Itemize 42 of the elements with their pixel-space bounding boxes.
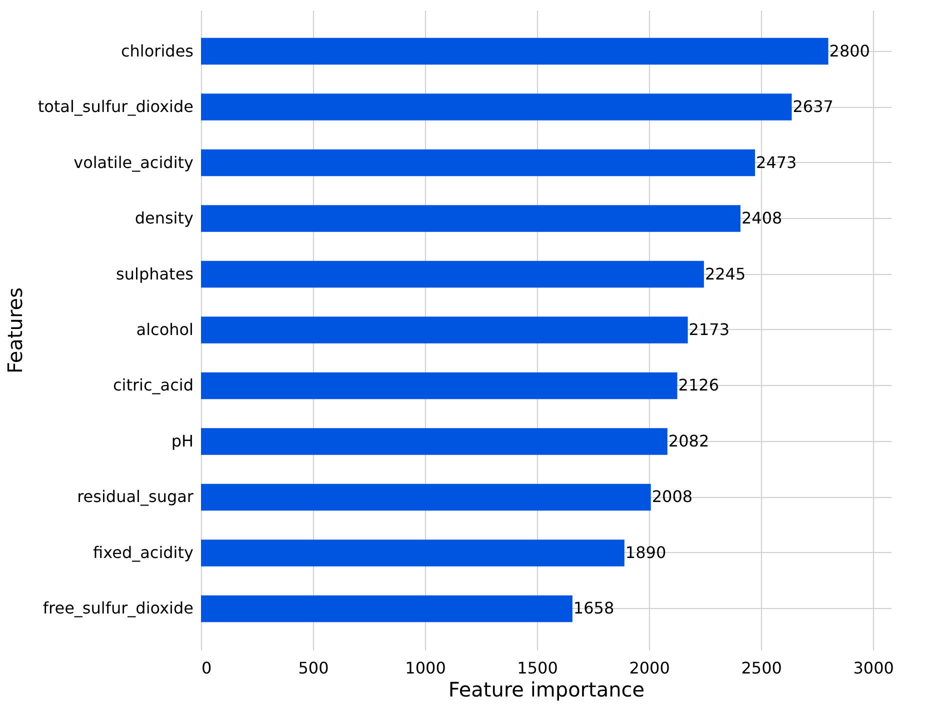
x-tick-label: 0 (202, 658, 212, 678)
y-tick-label: fixed_acidity (93, 542, 194, 562)
bar (201, 595, 572, 622)
bar (201, 428, 668, 455)
x-tick-label: 3000 (853, 658, 894, 678)
data-label: 2173 (688, 320, 730, 339)
data-label: 1890 (625, 542, 666, 562)
y-tick-label: sulphates (116, 264, 194, 284)
y-tick-label: density (134, 208, 194, 228)
bar (201, 149, 756, 176)
x-tick-label: 2500 (741, 658, 782, 678)
bar (201, 94, 792, 120)
bar (201, 484, 651, 511)
x-axis-title: Feature importance (448, 678, 645, 702)
bar (201, 372, 678, 400)
y-tick-label: citric_acid (112, 376, 194, 395)
data-label: 2473 (756, 152, 797, 172)
data-label: 2082 (668, 432, 710, 450)
y-tick-label: chlorides (120, 41, 194, 60)
bar (201, 205, 740, 232)
y-tick-label: total_sulfur_dioxide (38, 97, 194, 116)
y-tick-label: volatile_acidity (74, 152, 194, 172)
x-tick-label: 1500 (517, 658, 558, 678)
data-label: 2008 (652, 487, 693, 506)
bar (201, 260, 704, 288)
bar (201, 540, 624, 566)
data-label: 2126 (678, 376, 719, 395)
data-label: 1658 (573, 598, 614, 618)
y-tick-label: residual_sugar (77, 487, 194, 506)
x-tick-label: 1000 (405, 658, 446, 678)
bar (201, 316, 688, 344)
data-label: 2800 (829, 41, 870, 60)
y-tick-label: alcohol (136, 320, 194, 339)
x-tick-label: 500 (298, 658, 329, 678)
x-tick-label: 2000 (629, 658, 670, 678)
data-label: 2637 (792, 97, 834, 116)
y-tick-label: free_sulfur_dioxide (42, 598, 194, 618)
data-label: 2408 (741, 208, 782, 228)
y-axis-title: Features (2, 288, 27, 374)
data-label: 2245 (704, 264, 746, 284)
bar (201, 38, 828, 65)
y-tick-label: pH (171, 432, 194, 450)
